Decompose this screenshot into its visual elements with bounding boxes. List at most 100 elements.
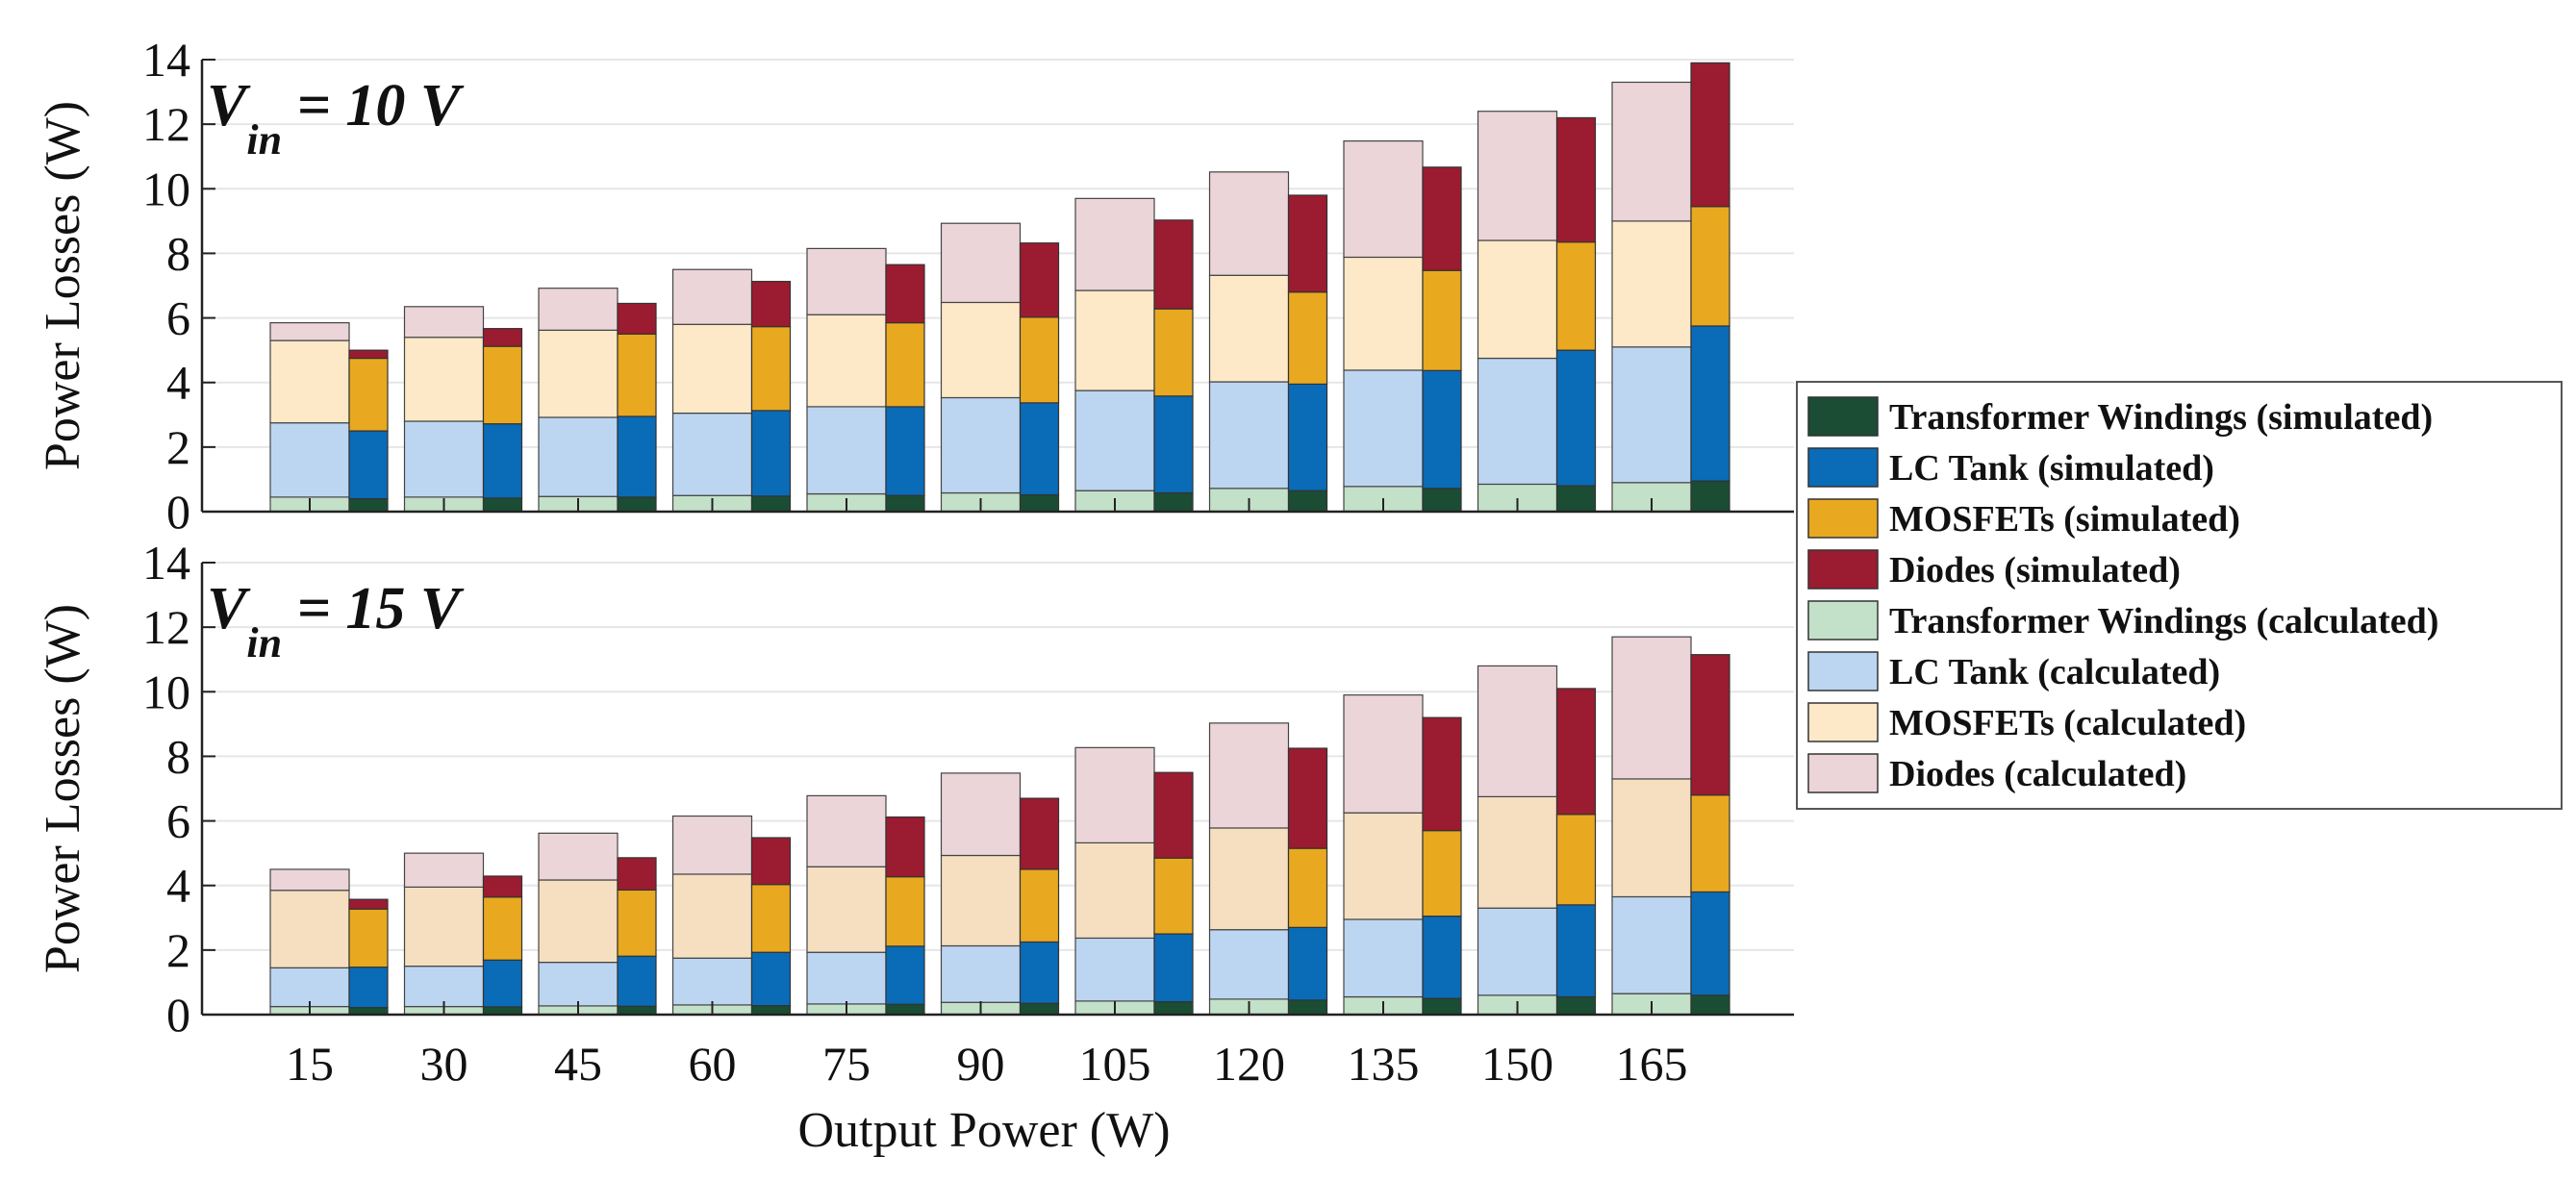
bar-calculated-lc bbox=[671, 957, 753, 1006]
bar-simulated-mos bbox=[1422, 830, 1462, 917]
bar-calculated-di bbox=[806, 247, 887, 315]
bar-simulated-di bbox=[1019, 242, 1060, 318]
bar-calculated-di bbox=[538, 832, 619, 881]
bar-simulated-mos bbox=[1019, 316, 1060, 404]
legend-label: Diodes (calculated) bbox=[1889, 754, 2186, 794]
bar-calculated-mos bbox=[1611, 778, 1692, 898]
bar-simulated-tw bbox=[750, 1004, 792, 1016]
x-tick-label: 60 bbox=[689, 1037, 737, 1091]
panel-title-main: V bbox=[207, 576, 251, 641]
bar-simulated-lc bbox=[1153, 395, 1194, 494]
bar-calculated-mos bbox=[1343, 812, 1424, 920]
bar-simulated-tw bbox=[1287, 999, 1328, 1016]
legend-swatch bbox=[1807, 753, 1879, 793]
bar-calculated-mos bbox=[538, 879, 619, 964]
legend: Transformer Windings (simulated) LC Tank … bbox=[1796, 381, 2563, 810]
bar-calculated-mos bbox=[1343, 256, 1424, 371]
bar-simulated-lc bbox=[1555, 349, 1597, 487]
bar-simulated-lc bbox=[1690, 325, 1730, 482]
bar-simulated-tw bbox=[1153, 1000, 1194, 1016]
bar-simulated-mos bbox=[1555, 814, 1597, 906]
bar-calculated-di bbox=[269, 868, 350, 892]
bar-calculated-lc bbox=[940, 944, 1022, 1003]
legend-label: MOSFETs (simulated) bbox=[1889, 499, 2240, 540]
bar-simulated-di bbox=[885, 264, 925, 324]
panel-title-main: V bbox=[207, 73, 251, 138]
bar-calculated-di bbox=[538, 288, 619, 331]
bar-simulated-mos bbox=[1287, 847, 1328, 928]
bar-calculated-lc bbox=[403, 966, 485, 1008]
y-tick-label: 14 bbox=[142, 536, 190, 590]
x-axis-label: Output Power (W) bbox=[797, 1103, 1170, 1158]
legend-label: Diodes (simulated) bbox=[1889, 550, 2181, 590]
bar-simulated-di bbox=[482, 875, 523, 898]
x-tick-label: 135 bbox=[1348, 1037, 1420, 1091]
bar-simulated-lc bbox=[1287, 383, 1328, 491]
bar-simulated-tw bbox=[348, 497, 389, 513]
legend-swatch bbox=[1807, 549, 1879, 590]
bar-simulated-mos bbox=[482, 345, 523, 425]
bar-simulated-mos bbox=[1019, 868, 1060, 943]
bar-simulated-di bbox=[1422, 716, 1462, 832]
bar-simulated-mos bbox=[885, 322, 925, 408]
bar-calculated-mos bbox=[1477, 795, 1558, 909]
bar-calculated-lc bbox=[1074, 389, 1155, 491]
legend-label: LC Tank (calculated) bbox=[1889, 652, 2220, 692]
bar-calculated-di bbox=[1343, 140, 1424, 259]
bar-calculated-di bbox=[1477, 665, 1558, 797]
bar-calculated-lc bbox=[403, 420, 485, 498]
bar-simulated-mos bbox=[482, 896, 523, 961]
legend-swatch bbox=[1807, 651, 1879, 691]
bar-calculated-di bbox=[1208, 722, 1290, 829]
y-tick-label: 12 bbox=[142, 600, 190, 654]
bar-calculated-di bbox=[1343, 694, 1424, 814]
bar-simulated-di bbox=[1019, 797, 1060, 870]
y-tick-label: 2 bbox=[166, 420, 190, 474]
bar-simulated-tw bbox=[1287, 490, 1328, 513]
bar-calculated-lc bbox=[538, 416, 619, 497]
bar-calculated-di bbox=[940, 222, 1022, 304]
legend-swatch bbox=[1807, 396, 1879, 437]
x-tick-label: 45 bbox=[554, 1037, 602, 1091]
legend-swatch bbox=[1807, 600, 1879, 641]
bar-simulated-lc bbox=[348, 430, 389, 500]
bar-simulated-lc bbox=[885, 945, 925, 1005]
bar-simulated-lc bbox=[617, 415, 657, 498]
x-tick-label: 30 bbox=[420, 1037, 468, 1091]
bar-calculated-mos bbox=[403, 337, 485, 422]
bar-simulated-lc bbox=[1019, 402, 1060, 496]
bar-simulated-di bbox=[617, 302, 657, 335]
bar-calculated-lc bbox=[269, 967, 350, 1008]
bar-simulated-tw bbox=[1153, 491, 1194, 513]
panel-title: Vin = 10 V bbox=[207, 73, 465, 163]
bar-simulated-tw bbox=[1019, 493, 1060, 513]
bar-simulated-mos bbox=[1690, 206, 1730, 327]
x-tick-label: 75 bbox=[822, 1037, 871, 1091]
y-tick-label: 8 bbox=[166, 226, 190, 280]
bar-calculated-mos bbox=[1477, 239, 1558, 360]
legend-label: LC Tank (simulated) bbox=[1889, 448, 2214, 489]
bar-simulated-tw bbox=[750, 495, 792, 513]
bar-simulated-mos bbox=[1153, 308, 1194, 397]
bar-simulated-di bbox=[750, 837, 792, 886]
y-tick-label: 2 bbox=[166, 923, 190, 977]
y-tick-label: 12 bbox=[142, 97, 190, 151]
x-tick-label: 15 bbox=[286, 1037, 334, 1091]
bar-calculated-mos bbox=[1611, 220, 1692, 348]
bar-calculated-lc bbox=[1208, 381, 1290, 490]
y-axis-label: Power Losses (W) bbox=[36, 101, 90, 470]
panel-vin-15v: 0 2 4 6 8 10 12 14 Power Losses (W) Vin = 15 V bbox=[36, 536, 1794, 1042]
bar-calculated-lc bbox=[1074, 937, 1155, 1002]
bar-simulated-mos bbox=[1555, 241, 1597, 351]
x-tick-label: 90 bbox=[957, 1037, 1005, 1091]
y-tick-label: 6 bbox=[166, 291, 190, 345]
bar-calculated-lc bbox=[806, 951, 887, 1005]
bar-simulated-di bbox=[1555, 116, 1597, 243]
bar-simulated-di bbox=[750, 281, 792, 328]
bar-calculated-di bbox=[1611, 636, 1692, 780]
y-tick-label: 4 bbox=[166, 859, 190, 913]
bar-simulated-tw bbox=[617, 1005, 657, 1016]
bar-simulated-mos bbox=[1422, 269, 1462, 371]
bar-calculated-mos bbox=[538, 329, 619, 418]
